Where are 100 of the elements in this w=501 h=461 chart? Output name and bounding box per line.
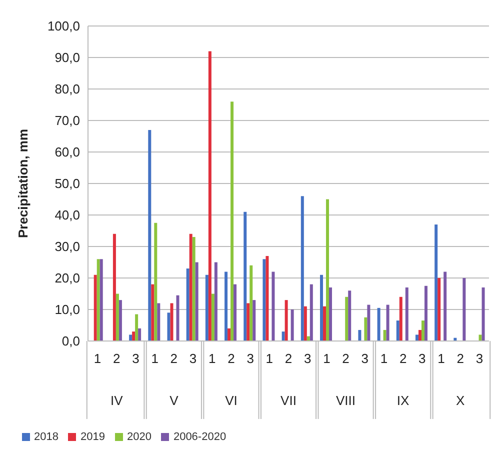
x-tick-label: 1 — [208, 351, 216, 366]
x-tick-label: 2 — [284, 351, 292, 366]
bar — [157, 303, 160, 341]
bar — [262, 259, 266, 341]
text: IX — [396, 393, 410, 408]
x-tick-label: 2 — [228, 351, 235, 366]
bar — [208, 51, 212, 341]
bar — [170, 303, 174, 341]
x-tick-label: 3 — [304, 351, 312, 366]
y-tick-label: 10,0 — [54, 302, 80, 318]
x-tick-label: 1 — [323, 351, 330, 366]
bar — [396, 320, 400, 341]
bar — [358, 330, 362, 341]
bar — [224, 272, 228, 341]
bar — [234, 284, 237, 341]
bar — [138, 328, 142, 341]
y-tick-label: 90,0 — [54, 50, 80, 66]
bar — [272, 272, 275, 341]
bar — [462, 278, 466, 341]
bar — [167, 312, 170, 341]
bar — [282, 332, 285, 341]
bar — [132, 332, 136, 341]
bar — [399, 296, 402, 341]
legend-label: 2020 — [126, 431, 152, 443]
y-axis-title: Precipitation, mm — [16, 128, 31, 238]
bar — [112, 234, 116, 341]
bar — [195, 262, 198, 341]
bar — [211, 294, 214, 341]
bar — [129, 334, 132, 341]
x-tick-label: 2 — [113, 351, 120, 366]
bar — [246, 303, 250, 341]
bar — [290, 310, 294, 341]
bar — [214, 262, 218, 341]
bar — [116, 294, 119, 341]
x-tick-label: 2 — [342, 351, 350, 366]
bar — [100, 259, 103, 341]
text: V — [170, 393, 179, 408]
bar — [154, 222, 158, 341]
text: X — [456, 393, 466, 408]
bar — [230, 102, 234, 341]
bar — [405, 287, 408, 341]
bar — [228, 328, 231, 341]
text: VIII — [336, 393, 356, 408]
x-tick-label: 1 — [266, 351, 274, 366]
bar — [421, 320, 424, 341]
bar — [438, 278, 441, 341]
bar — [244, 212, 247, 341]
x-tick-label: 3 — [189, 351, 197, 366]
bar — [304, 306, 307, 341]
x-tick-label: 3 — [246, 351, 254, 366]
text: VII — [280, 393, 296, 408]
x-tick-label: 3 — [476, 351, 484, 366]
bar — [310, 284, 313, 341]
y-tick-label: 80,0 — [54, 82, 80, 97]
bar — [192, 237, 196, 341]
y-tick-label: 70,0 — [54, 113, 80, 128]
x-tick-label: 3 — [132, 351, 140, 366]
legend-label: 2006-2020 — [173, 431, 226, 443]
bar — [118, 300, 122, 341]
y-tick-label: 50,0 — [54, 176, 80, 192]
bar — [320, 274, 324, 341]
text: IV — [110, 393, 124, 408]
bar — [135, 314, 138, 341]
x-tick-label: 3 — [418, 351, 426, 366]
legend-label: 2018 — [34, 431, 58, 443]
bar — [205, 274, 208, 341]
bar — [377, 308, 380, 341]
bar — [418, 330, 422, 341]
y-tick-label: 100,0 — [47, 18, 80, 34]
bar — [345, 296, 348, 341]
bar — [300, 196, 304, 341]
y-tick-label: 40,0 — [54, 208, 80, 223]
y-tick-label: 60,0 — [54, 144, 80, 160]
x-tick-label: 1 — [380, 351, 388, 366]
text: VI — [225, 393, 238, 408]
bar — [383, 330, 386, 341]
bar — [482, 287, 485, 341]
bar — [151, 284, 154, 341]
x-tick-label: 2 — [456, 351, 464, 366]
x-tick-label: 2 — [399, 351, 407, 366]
y-tick-label: 20,0 — [54, 270, 80, 286]
bar — [434, 224, 438, 341]
legend-label: 2019 — [80, 431, 105, 443]
bar — [323, 306, 326, 341]
bar — [176, 295, 180, 341]
bar — [252, 300, 256, 341]
bar — [364, 317, 368, 341]
bar — [386, 304, 390, 341]
bar — [189, 234, 192, 341]
bar — [329, 287, 332, 341]
x-tick-label: 2 — [170, 351, 178, 366]
bar — [415, 334, 418, 341]
x-tick-label: 1 — [94, 351, 102, 366]
bar — [348, 290, 352, 341]
bar — [186, 268, 190, 341]
y-tick-label: 30,0 — [54, 239, 80, 254]
bar — [284, 300, 288, 341]
bar — [94, 274, 97, 341]
bar — [96, 259, 100, 341]
x-tick-label: 1 — [438, 351, 445, 366]
